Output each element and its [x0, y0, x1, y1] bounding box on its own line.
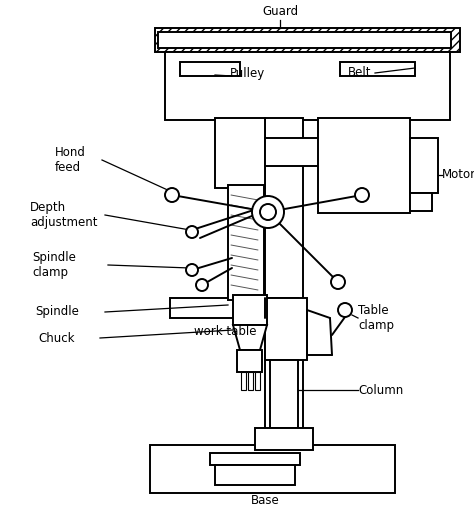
- Text: Guard: Guard: [262, 5, 298, 18]
- Bar: [248, 372, 253, 390]
- Text: Belt: Belt: [348, 67, 372, 79]
- Bar: [241, 372, 246, 390]
- Bar: [340, 62, 415, 76]
- Text: work table: work table: [194, 325, 256, 338]
- Bar: [265, 298, 307, 360]
- Bar: [155, 28, 460, 52]
- Circle shape: [260, 204, 276, 220]
- Bar: [318, 118, 410, 213]
- Circle shape: [186, 226, 198, 238]
- Text: Motor: Motor: [442, 169, 474, 181]
- Bar: [265, 138, 325, 166]
- Polygon shape: [233, 325, 267, 350]
- Circle shape: [355, 188, 369, 202]
- Circle shape: [331, 275, 345, 289]
- Text: Base: Base: [251, 493, 279, 506]
- Bar: [255, 428, 313, 450]
- Bar: [270, 360, 298, 428]
- Bar: [237, 350, 262, 372]
- Bar: [410, 193, 432, 211]
- Bar: [233, 295, 267, 325]
- Text: Chuck: Chuck: [38, 332, 74, 344]
- Text: Hond
feed: Hond feed: [55, 146, 86, 174]
- Circle shape: [252, 196, 284, 228]
- Text: Table
clamp: Table clamp: [358, 304, 394, 332]
- Bar: [158, 32, 451, 48]
- Bar: [265, 118, 303, 430]
- Bar: [215, 465, 295, 485]
- Circle shape: [196, 279, 208, 291]
- Bar: [165, 52, 450, 120]
- Circle shape: [186, 264, 198, 276]
- Bar: [150, 445, 395, 493]
- Text: Depth
adjustment: Depth adjustment: [30, 201, 98, 229]
- Bar: [255, 372, 260, 390]
- Bar: [170, 298, 298, 318]
- Text: Column: Column: [358, 384, 403, 397]
- Bar: [210, 453, 300, 465]
- Bar: [215, 118, 265, 188]
- Bar: [410, 138, 438, 193]
- Circle shape: [165, 188, 179, 202]
- Bar: [180, 62, 240, 76]
- Circle shape: [338, 303, 352, 317]
- Bar: [228, 185, 264, 300]
- Text: Spindle: Spindle: [35, 305, 79, 319]
- Text: Pulley: Pulley: [230, 67, 265, 79]
- Text: Spindle
clamp: Spindle clamp: [32, 251, 76, 279]
